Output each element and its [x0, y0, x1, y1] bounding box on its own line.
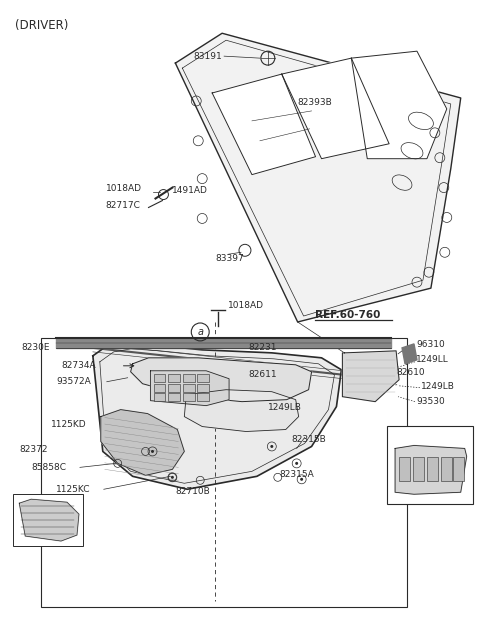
- Bar: [427, 458, 438, 481]
- Text: 82734A: 82734A: [61, 362, 96, 371]
- Text: 83191: 83191: [193, 52, 222, 61]
- Text: 82315A: 82315A: [280, 470, 314, 479]
- Text: 1249LL: 1249LL: [416, 355, 449, 364]
- Bar: [183, 393, 195, 401]
- Bar: [168, 393, 180, 401]
- Text: (DRIVER): (DRIVER): [15, 19, 69, 32]
- Circle shape: [171, 476, 174, 479]
- Text: REF.60-760: REF.60-760: [314, 310, 380, 320]
- Circle shape: [151, 450, 154, 453]
- Text: 83397: 83397: [215, 254, 244, 263]
- Bar: [183, 384, 195, 392]
- Text: 82710B: 82710B: [175, 487, 210, 496]
- Polygon shape: [282, 58, 389, 159]
- Circle shape: [270, 445, 273, 448]
- Polygon shape: [395, 445, 467, 494]
- Bar: [154, 374, 166, 381]
- Bar: [197, 384, 209, 392]
- Text: 1243AE: 1243AE: [399, 492, 433, 500]
- Polygon shape: [212, 74, 315, 175]
- Text: 1018AD: 1018AD: [106, 184, 142, 193]
- Text: 82717C: 82717C: [106, 201, 141, 210]
- Text: 96310: 96310: [416, 340, 445, 349]
- Text: 93572A: 93572A: [56, 377, 91, 386]
- Text: 82611: 82611: [248, 371, 276, 380]
- Polygon shape: [93, 343, 341, 489]
- Polygon shape: [101, 410, 184, 476]
- Text: 8230E: 8230E: [21, 344, 50, 353]
- Text: 1491AD: 1491AD: [172, 186, 208, 195]
- Text: 82315B: 82315B: [292, 435, 326, 444]
- Bar: [413, 458, 424, 481]
- Bar: [197, 374, 209, 381]
- Text: a: a: [399, 431, 405, 440]
- Bar: [154, 384, 166, 392]
- Polygon shape: [402, 344, 417, 364]
- Polygon shape: [151, 371, 229, 406]
- Bar: [154, 393, 166, 401]
- Circle shape: [300, 478, 303, 481]
- Text: 85858C: 85858C: [31, 463, 66, 472]
- Text: 1249LB: 1249LB: [421, 382, 455, 391]
- FancyBboxPatch shape: [387, 426, 473, 504]
- Text: 1125KD: 1125KD: [51, 420, 87, 429]
- Polygon shape: [175, 33, 461, 322]
- Text: 93530: 93530: [416, 397, 445, 406]
- Text: 93570B: 93570B: [414, 445, 449, 454]
- Text: 82393B: 82393B: [298, 99, 333, 108]
- Bar: [441, 458, 452, 481]
- Bar: [197, 393, 209, 401]
- Text: 1018AD: 1018AD: [228, 301, 264, 310]
- Bar: [399, 458, 410, 481]
- Circle shape: [295, 462, 298, 465]
- Text: 1125KC: 1125KC: [56, 484, 91, 494]
- Polygon shape: [56, 338, 391, 348]
- Bar: [41, 338, 407, 607]
- Text: a: a: [197, 327, 203, 337]
- Polygon shape: [19, 499, 79, 541]
- Text: 1249LB: 1249LB: [268, 403, 302, 412]
- Bar: [183, 374, 195, 381]
- Polygon shape: [342, 351, 399, 402]
- Bar: [13, 494, 83, 546]
- Polygon shape: [184, 390, 299, 431]
- Bar: [168, 374, 180, 381]
- Bar: [168, 384, 180, 392]
- Text: 82610: 82610: [396, 368, 425, 377]
- Text: 82231: 82231: [248, 344, 276, 353]
- Bar: [453, 458, 464, 481]
- Polygon shape: [131, 358, 312, 402]
- Polygon shape: [351, 51, 447, 159]
- Text: 82372: 82372: [19, 445, 48, 454]
